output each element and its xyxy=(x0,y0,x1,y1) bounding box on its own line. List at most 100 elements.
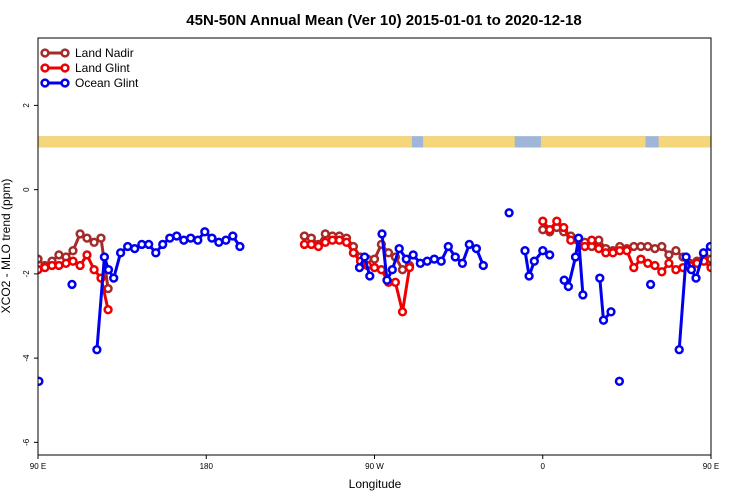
data-point xyxy=(698,248,709,258)
legend-label: Land Glint xyxy=(75,61,130,75)
land-band-segment xyxy=(423,136,515,148)
data-point xyxy=(636,254,646,264)
chart-title: 45N-50N Annual Mean (Ver 10) 2015-01-01 … xyxy=(186,12,581,29)
data-point xyxy=(115,248,126,258)
data-point xyxy=(376,265,387,275)
data-point xyxy=(228,231,238,241)
data-point xyxy=(235,241,245,252)
data-point xyxy=(729,237,736,244)
data-point xyxy=(715,256,722,263)
data-point xyxy=(645,279,656,290)
data-point xyxy=(736,241,743,248)
legend-marker xyxy=(40,48,50,58)
data-point xyxy=(401,254,411,264)
data-point xyxy=(573,233,584,243)
x-tick-label: 90 E xyxy=(30,462,46,471)
data-point xyxy=(186,233,196,243)
data-point xyxy=(144,239,154,250)
data-point xyxy=(450,252,460,262)
data-point xyxy=(68,256,78,266)
data-point xyxy=(436,256,446,266)
data-point xyxy=(221,235,231,245)
data-point xyxy=(478,260,488,271)
data-point xyxy=(408,250,418,260)
y-tick-label: -6 xyxy=(22,438,31,446)
data-point xyxy=(193,235,203,245)
data-point xyxy=(504,208,514,218)
y-axis: 2 0 -2 -4 -6 xyxy=(22,103,38,446)
data-point xyxy=(99,252,110,262)
data-point xyxy=(341,237,352,247)
data-point xyxy=(464,239,474,250)
y-axis-label: XCO2 - MLO trend (ppm) xyxy=(0,179,13,314)
data-point xyxy=(471,243,482,254)
legend-marker xyxy=(40,63,50,73)
data-point xyxy=(743,235,750,242)
data-point xyxy=(382,275,392,285)
legend-marker xyxy=(60,48,70,58)
data-point xyxy=(214,237,224,247)
data-point xyxy=(559,275,569,285)
data-point xyxy=(520,246,530,256)
data-point xyxy=(545,250,555,260)
data-point xyxy=(538,246,548,256)
data-point xyxy=(743,258,750,265)
data-point xyxy=(614,376,625,386)
y-tick-label: 2 xyxy=(22,103,31,108)
data-point xyxy=(54,250,64,260)
data-point xyxy=(686,265,697,275)
data-point xyxy=(109,273,119,283)
data-point xyxy=(200,227,210,237)
data-point xyxy=(601,248,611,258)
x-tick-label: 90 W xyxy=(365,462,384,471)
data-point xyxy=(68,246,78,256)
x-axis: 90 E 180 90 W 0 90 E xyxy=(30,455,719,471)
data-point xyxy=(615,246,625,256)
data-point xyxy=(595,273,605,283)
data-point xyxy=(594,243,604,254)
data-point xyxy=(643,241,653,252)
data-point xyxy=(529,256,539,266)
data-point xyxy=(671,265,681,275)
data-point xyxy=(89,265,99,275)
data-point xyxy=(722,258,729,265)
legend-item-land-glint: Land Glint xyxy=(40,61,130,75)
data-point xyxy=(67,279,77,290)
data-point xyxy=(130,243,140,254)
data-point xyxy=(736,266,743,273)
data-point xyxy=(721,241,728,248)
data-point xyxy=(629,241,639,252)
data-point xyxy=(96,233,106,243)
data-point xyxy=(443,241,453,252)
land-ocean-mask-band xyxy=(38,136,711,148)
series-line xyxy=(677,245,711,350)
y-tick-label: 0 xyxy=(22,187,31,192)
data-point xyxy=(89,237,99,247)
data-point xyxy=(354,262,365,273)
x-axis-label: Longitude xyxy=(349,477,402,491)
data-point xyxy=(538,216,548,226)
data-point xyxy=(75,229,85,239)
data-point xyxy=(552,216,562,226)
data-point xyxy=(643,258,653,268)
data-point xyxy=(622,246,632,256)
legend-label: Ocean Glint xyxy=(75,76,139,90)
data-point xyxy=(629,262,639,273)
data-point xyxy=(172,231,182,241)
data-point xyxy=(40,262,50,273)
data-point xyxy=(657,241,667,252)
data-point xyxy=(657,267,667,277)
legend-item-ocean-glint: Ocean Glint xyxy=(40,76,139,90)
data-point xyxy=(728,241,735,248)
data-point xyxy=(390,277,401,287)
data-point xyxy=(598,315,609,325)
data-point xyxy=(664,250,674,260)
data-point xyxy=(545,225,555,235)
data-point xyxy=(377,229,387,239)
data-point xyxy=(524,271,534,281)
data-point xyxy=(594,235,604,245)
data-point xyxy=(705,241,711,252)
x-tick-label: 90 E xyxy=(703,462,719,471)
data-point xyxy=(320,229,330,239)
